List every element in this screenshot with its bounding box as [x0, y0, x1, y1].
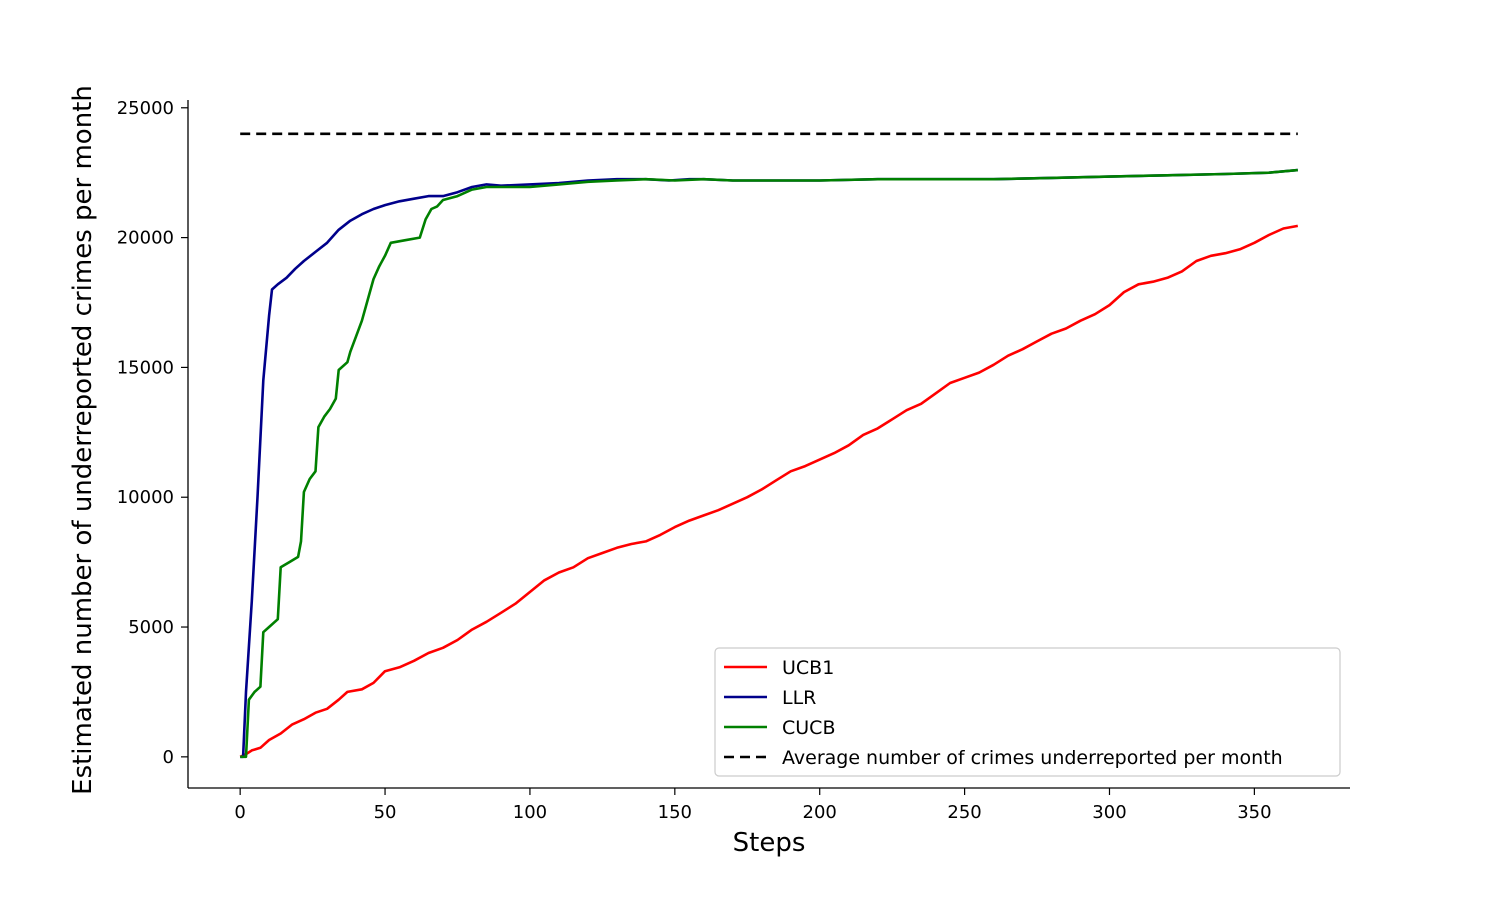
- y-tick-label: 5000: [128, 617, 174, 638]
- axes: 0 50 100 150 200 250 300 350 0 5000 10000 15000 2000…: [117, 98, 1350, 823]
- y-tick-label: 20000: [117, 228, 174, 249]
- x-tick-label: 0: [234, 802, 245, 823]
- y-tick-label: 15000: [117, 357, 174, 378]
- series-line-ucb1: [239, 224, 1299, 758]
- legend-label-cucb: CUCB: [782, 717, 835, 739]
- x-tick-label: 50: [374, 802, 397, 823]
- legend-label-llr: LLR: [782, 687, 816, 709]
- y-tick-label: 0: [163, 747, 174, 768]
- legend: UCB1 LLR CUCB Average number of crimes unde…: [714, 647, 1341, 777]
- x-tick-label: 150: [658, 802, 692, 823]
- x-axis-title: Steps: [733, 828, 806, 858]
- x-tick-label: 200: [803, 802, 837, 823]
- legend-label-average-number-of-crimes-underreported-per-month: Average number of crimes underreported p…: [782, 747, 1283, 769]
- plot-area: [239, 132, 1299, 759]
- legend-box: [714, 647, 1341, 777]
- x-tick-label: 250: [947, 802, 981, 823]
- legend-label-ucb1: UCB1: [782, 657, 834, 679]
- y-axis-title: Estimated number of underreported crimes…: [68, 85, 98, 795]
- x-tick-label: 300: [1092, 802, 1126, 823]
- x-tick-label: 100: [513, 802, 547, 823]
- y-tick-label: 25000: [117, 98, 174, 119]
- x-tick-label: 350: [1237, 802, 1271, 823]
- y-tick-label: 10000: [117, 487, 174, 508]
- series-line-cucb: [240, 168, 1298, 759]
